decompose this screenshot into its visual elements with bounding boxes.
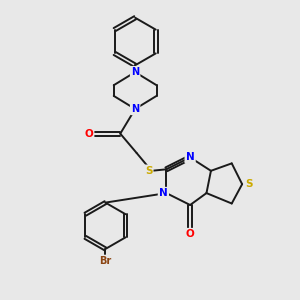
Text: O: O <box>84 129 93 139</box>
Text: N: N <box>131 104 139 114</box>
Text: O: O <box>186 229 194 239</box>
Text: S: S <box>145 166 152 176</box>
Text: N: N <box>186 152 194 162</box>
Text: N: N <box>159 188 168 198</box>
Text: S: S <box>245 179 252 189</box>
Text: N: N <box>131 67 139 77</box>
Text: Br: Br <box>99 256 112 266</box>
